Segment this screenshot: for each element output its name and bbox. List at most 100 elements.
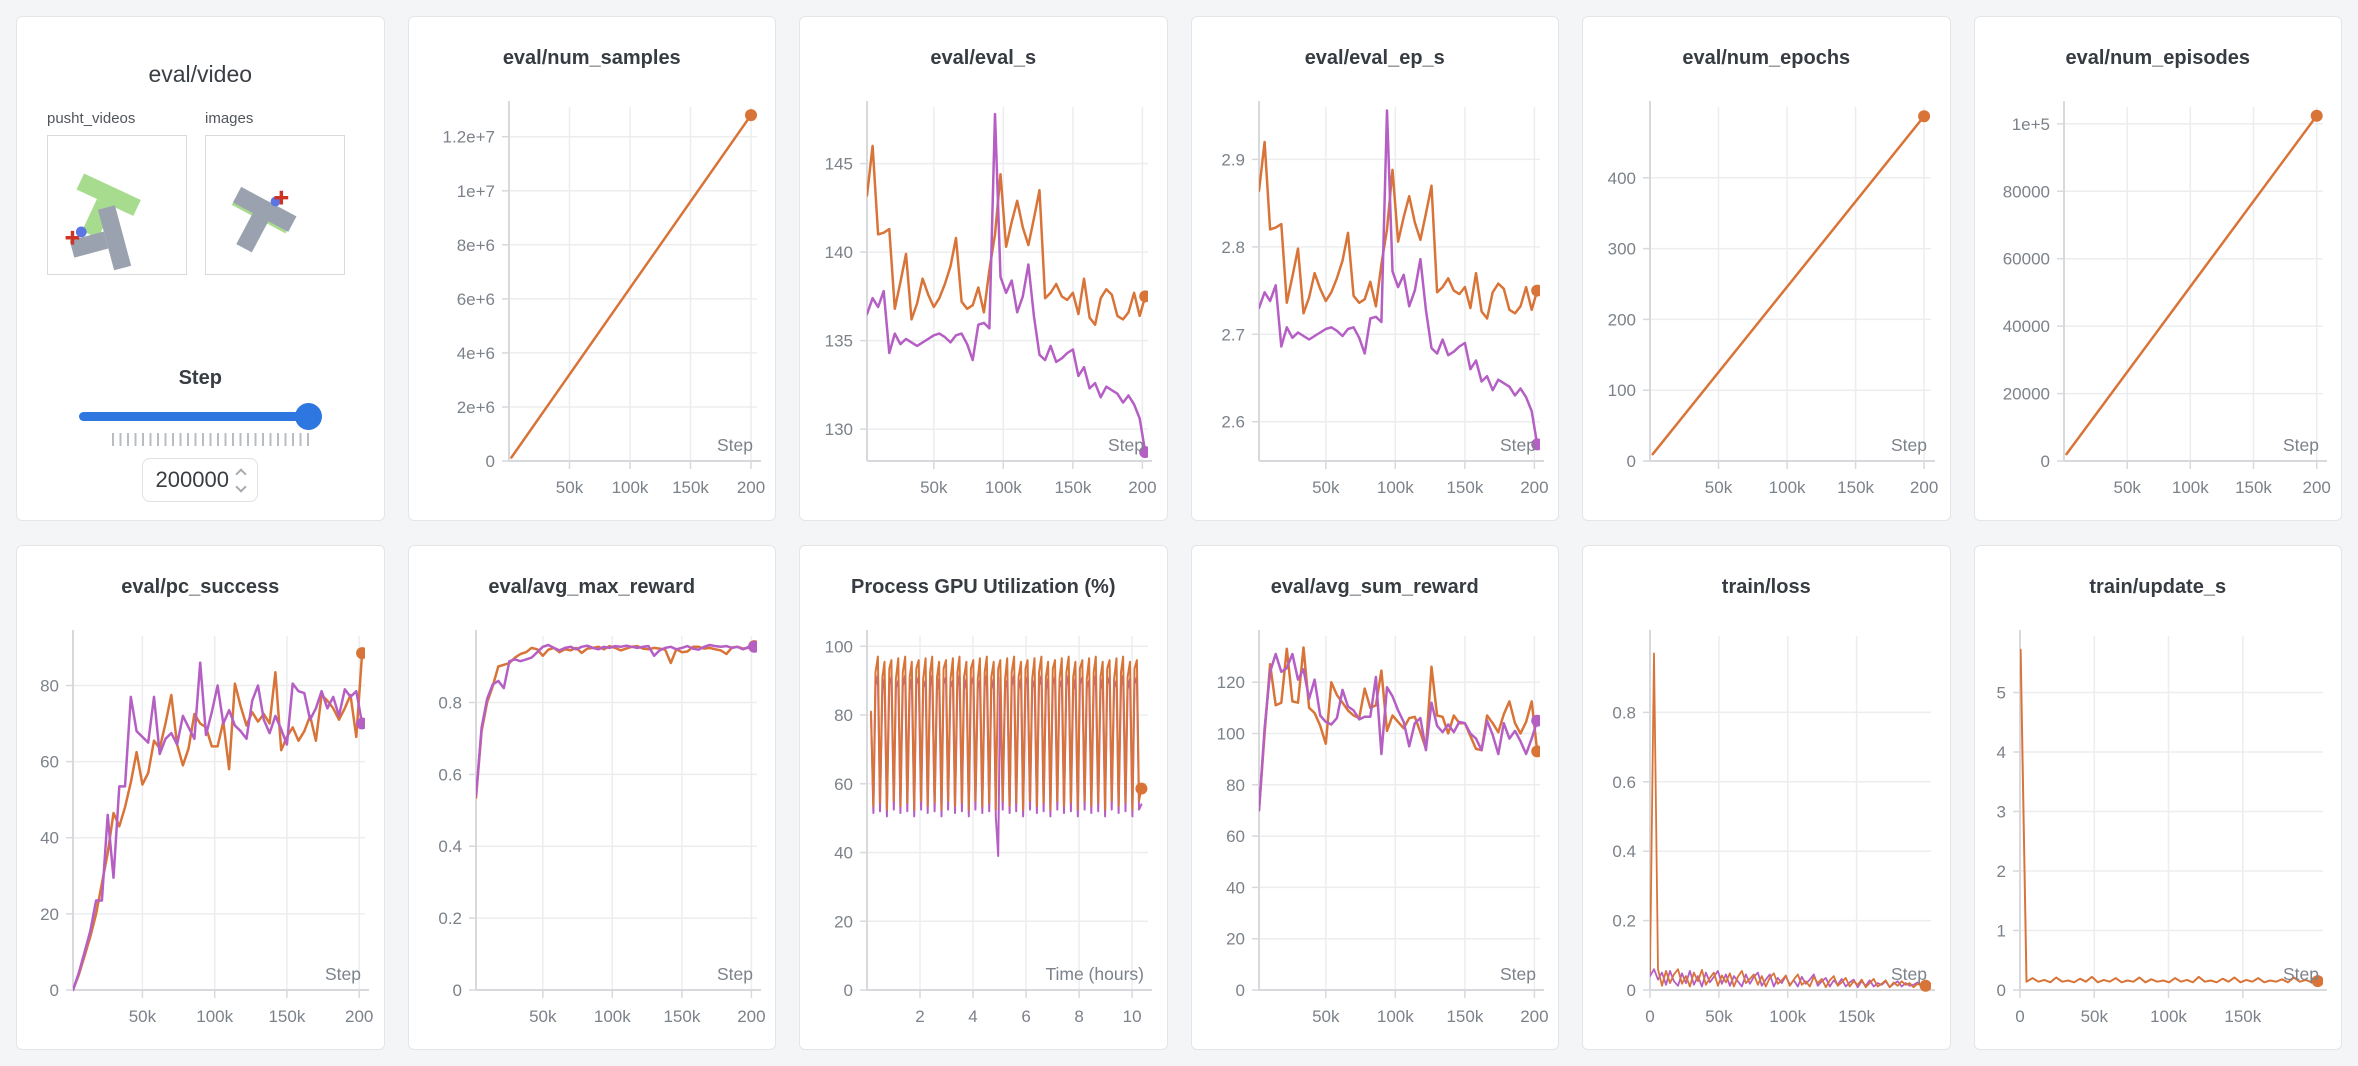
chart-eval-num-episodes[interactable]: 0 20000 40000 60000 80000 1e+5 50k 100k 150k 200 S…	[1975, 73, 2343, 521]
svg-text:0: 0	[1627, 981, 1636, 1000]
svg-text:135: 135	[825, 332, 853, 351]
svg-text:3: 3	[1996, 803, 2005, 822]
svg-text:200: 200	[345, 1007, 373, 1026]
panel-train-loss: train/loss 0 0.2 0.4 0.6 0.8 0 50k 100k 150k Step	[1582, 545, 1951, 1050]
svg-text:140: 140	[825, 243, 853, 262]
panel-eval-pc-success: eval/pc_success 0 20 40 60 80 50k 100k 150k 200 S…	[16, 545, 385, 1050]
step-slider[interactable]	[79, 402, 322, 430]
slider-track[interactable]	[79, 412, 316, 421]
svg-text:40: 40	[1226, 878, 1245, 897]
svg-text:Step: Step	[1500, 964, 1536, 984]
panel-eval-num-episodes: eval/num_episodes 0 20000 40000 60000 80000 1…	[1973, 16, 2343, 521]
svg-text:10: 10	[1123, 1007, 1142, 1026]
step-value-input[interactable]: 200000	[142, 458, 259, 502]
svg-text:50k: 50k	[1705, 478, 1733, 497]
svg-text:0: 0	[1627, 452, 1636, 471]
panel-eval-video: eval/video pusht_videos	[16, 16, 385, 521]
chart-process-gpu-utilization[interactable]: 0 20 40 60 80 100 2 4 6 8 10 Time (hours)	[800, 602, 1168, 1050]
svg-text:20: 20	[1226, 930, 1245, 949]
svg-text:80: 80	[1226, 776, 1245, 795]
chart-eval-avg-max-reward[interactable]: 0 0.2 0.4 0.6 0.8 50k 100k 150k 200 Step	[409, 602, 777, 1050]
svg-text:50k: 50k	[1312, 1007, 1340, 1026]
pusht-image	[231, 186, 297, 253]
svg-text:50k: 50k	[555, 478, 583, 497]
svg-text:2.8: 2.8	[1221, 238, 1245, 257]
svg-text:150k: 150k	[1054, 478, 1091, 497]
agent-dot-icon	[75, 226, 87, 238]
chart-eval-num-samples[interactable]: 0 2e+6 4e+6 6e+6 8e+6 1e+7 1.2e+7 50k 100k 150k 20…	[409, 73, 777, 521]
svg-text:100k: 100k	[196, 1007, 233, 1026]
svg-text:0.4: 0.4	[438, 837, 462, 856]
chart-eval-pc-success[interactable]: 0 20 40 60 80 50k 100k 150k 200 Step	[17, 602, 385, 1050]
svg-text:150k: 150k	[1838, 1007, 1875, 1026]
svg-text:0: 0	[1235, 981, 1244, 1000]
svg-text:Step: Step	[1500, 435, 1536, 455]
svg-text:1e+7: 1e+7	[456, 182, 494, 201]
svg-text:200: 200	[1608, 310, 1636, 329]
slider-tick-ruler	[112, 433, 312, 446]
chart-title: train/loss	[1721, 576, 1811, 598]
pusht-scene-image	[65, 173, 141, 271]
svg-text:200: 200	[1128, 478, 1156, 497]
slider-thumb[interactable]	[294, 403, 322, 430]
svg-text:80: 80	[834, 706, 853, 725]
panel-train-update-s: train/update_s 0 1 2 3 4 5 0 50k 100k 150k Step	[1973, 545, 2343, 1050]
svg-text:200: 200	[737, 1007, 765, 1026]
svg-text:Step: Step	[1891, 435, 1927, 455]
svg-text:8: 8	[1074, 1007, 1083, 1026]
svg-text:100k: 100k	[1769, 478, 1806, 497]
media-row: pusht_videos	[17, 88, 384, 275]
svg-text:100: 100	[825, 637, 853, 656]
svg-text:0: 0	[1645, 1007, 1654, 1026]
svg-text:0.6: 0.6	[1612, 773, 1636, 792]
svg-text:Step: Step	[717, 435, 753, 455]
chart-train-loss[interactable]: 0 0.2 0.4 0.6 0.8 0 50k 100k 150k Step	[1583, 602, 1951, 1050]
svg-text:130: 130	[825, 420, 853, 439]
svg-text:80000: 80000	[2002, 182, 2049, 201]
chart-eval-eval-s[interactable]: 130 135 140 145 50k 100k 150k 200 Step	[800, 73, 1168, 521]
svg-text:0: 0	[452, 981, 461, 1000]
images-thumbnail[interactable]	[205, 135, 345, 275]
svg-text:200: 200	[1520, 1007, 1548, 1026]
media-label: images	[205, 110, 254, 127]
svg-text:6e+6: 6e+6	[456, 290, 494, 309]
chart-title: eval/eval_s	[930, 47, 1037, 69]
svg-text:145: 145	[825, 155, 853, 174]
svg-text:2e+6: 2e+6	[456, 398, 494, 417]
svg-text:20: 20	[40, 905, 59, 924]
svg-text:100k: 100k	[1769, 1007, 1806, 1026]
svg-text:200: 200	[736, 478, 764, 497]
svg-text:150k: 150k	[268, 1007, 305, 1026]
svg-text:0.6: 0.6	[438, 765, 462, 784]
chart-title: eval/num_samples	[502, 47, 681, 69]
svg-text:150k: 150k	[1837, 478, 1874, 497]
svg-text:150k: 150k	[2235, 478, 2272, 497]
svg-text:Step: Step	[1891, 964, 1927, 984]
svg-text:100k: 100k	[593, 1007, 630, 1026]
chart-title: eval/num_episodes	[2065, 47, 2251, 69]
step-slider-label: Step	[178, 367, 222, 389]
chart-train-update-s[interactable]: 0 1 2 3 4 5 0 50k 100k 150k Step	[1975, 602, 2343, 1050]
svg-text:0: 0	[2015, 1007, 2024, 1026]
panel-eval-eval-s: eval/eval_s 130 135 140 145 50k 100k 150k 200 St…	[799, 16, 1168, 521]
panel-eval-num-samples: eval/num_samples 0 2e+6 4e+6 6e+6 8e+6 1e+7 1.…	[407, 16, 777, 521]
svg-text:2: 2	[1996, 862, 2005, 881]
pusht-video-thumbnail[interactable]	[47, 135, 187, 275]
chart-title: eval/pc_success	[121, 576, 280, 598]
svg-text:1e+5: 1e+5	[2011, 115, 2049, 134]
chart-title: Process GPU Utilization (%)	[851, 576, 1116, 598]
svg-text:200: 200	[2302, 478, 2330, 497]
chart-eval-eval-ep-s[interactable]: 2.6 2.7 2.8 2.9 50k 100k 150k 200 Step	[1192, 73, 1560, 521]
chart-eval-num-epochs[interactable]: 0 100 200 300 400 50k 100k 150k 200 Step	[1583, 73, 1951, 521]
chart-eval-avg-sum-reward[interactable]: 0 20 40 60 80 100 120 50k 100k 150k 200 Step	[1192, 602, 1560, 1050]
chart-title: eval/avg_max_reward	[488, 576, 696, 598]
chart-title: train/update_s	[2089, 576, 2227, 598]
media-pusht-videos: pusht_videos	[47, 110, 188, 275]
svg-text:120: 120	[1216, 673, 1244, 692]
svg-text:2.9: 2.9	[1221, 150, 1245, 169]
svg-text:4: 4	[968, 1007, 977, 1026]
svg-text:50k: 50k	[529, 1007, 557, 1026]
chart-title: eval/avg_sum_reward	[1270, 576, 1479, 598]
step-input-spinner[interactable]	[235, 467, 247, 493]
svg-text:0.8: 0.8	[438, 694, 462, 713]
